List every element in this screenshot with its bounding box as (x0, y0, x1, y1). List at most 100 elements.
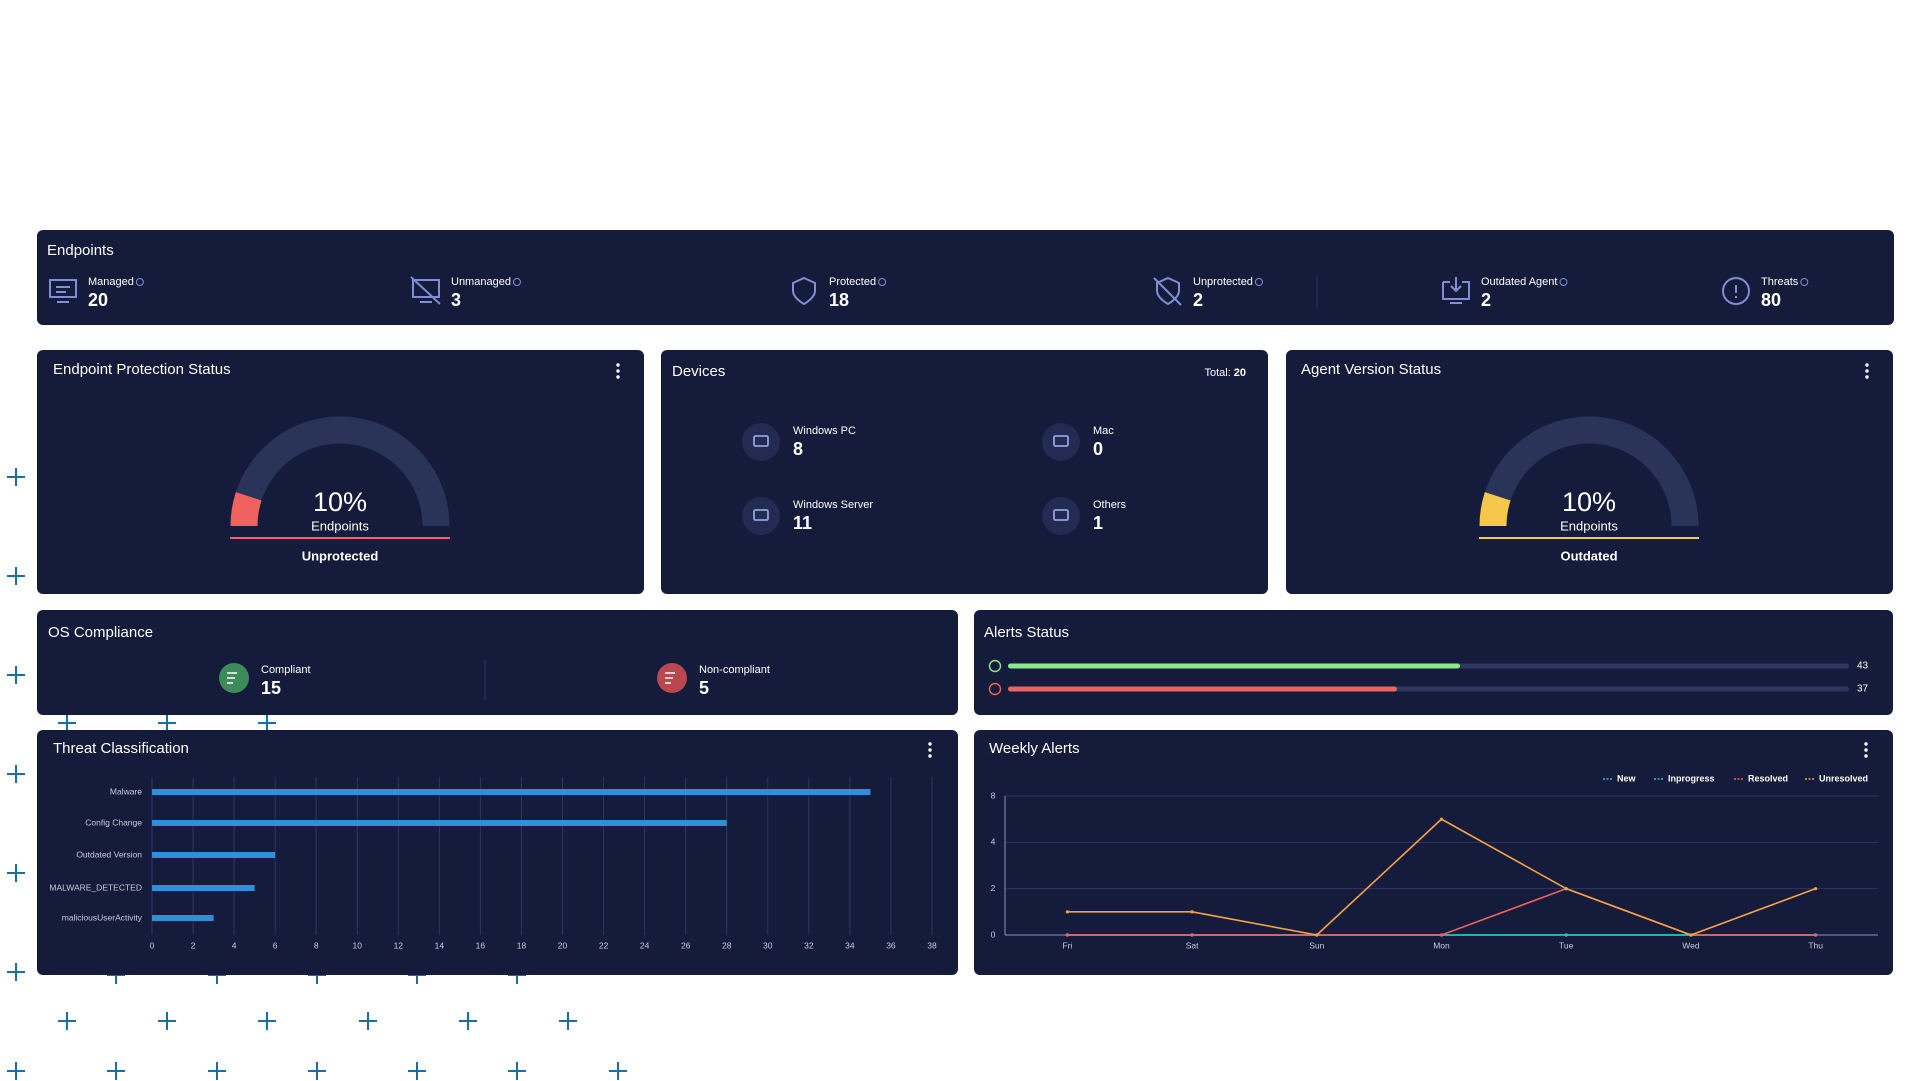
x-tick-label: 38 (927, 940, 937, 950)
decor-plus (158, 714, 176, 732)
device-value: 0 (1093, 439, 1103, 459)
menu-dot[interactable] (928, 754, 932, 758)
stat-icon (792, 276, 816, 306)
decor-plus (7, 468, 25, 486)
device-icon (1053, 435, 1069, 447)
menu-dot[interactable] (1864, 748, 1868, 752)
card (661, 350, 1268, 594)
info-icon (135, 278, 144, 286)
decor-plus (609, 1062, 627, 1080)
x-tick-label: 0 (150, 940, 155, 950)
gauge-caption: Endpoints (311, 518, 369, 533)
x-tick-label: 4 (232, 940, 237, 950)
decor-plus (7, 567, 25, 585)
bar (152, 915, 214, 921)
info-icon (878, 278, 887, 286)
x-tick-label: 34 (845, 940, 855, 950)
decor-plus (308, 1062, 326, 1080)
progress-bar (1008, 686, 1397, 692)
decor-plus (7, 963, 25, 981)
device-icon-bg (1042, 423, 1080, 461)
total-value: 20 (1234, 367, 1246, 379)
device-label: Windows PC (793, 425, 856, 437)
x-tick-label: Mon (1433, 940, 1450, 950)
card (37, 350, 644, 594)
menu-dot[interactable] (928, 742, 932, 746)
menu-dot[interactable] (928, 748, 932, 752)
compliance-glyph (227, 672, 237, 684)
compliance-value: 5 (699, 678, 709, 698)
status-icon (988, 682, 1002, 696)
progress-value: 43 (1857, 661, 1869, 672)
menu-dot[interactable] (1865, 375, 1869, 379)
stat-label: Unmanaged (451, 276, 511, 288)
device-value: 11 (793, 513, 812, 533)
info-icon (512, 278, 521, 286)
decor-plus (508, 1062, 526, 1080)
progress-value: 37 (1857, 684, 1869, 695)
x-tick-label: Sat (1186, 940, 1199, 950)
decor-plus (258, 714, 276, 732)
menu-dot[interactable] (616, 363, 620, 367)
card-title: Endpoints (47, 242, 114, 259)
decor-plus (359, 1012, 377, 1030)
compliance-value: 15 (261, 678, 281, 698)
line-point (1564, 887, 1568, 891)
x-tick-label: 24 (640, 940, 650, 950)
device-icon-bg (1042, 497, 1080, 535)
compliance-glyph (665, 672, 675, 684)
info-icon (1800, 278, 1809, 286)
bar (152, 885, 255, 891)
line-point (1315, 933, 1319, 937)
decor-plus (459, 1012, 477, 1030)
device-value: 1 (1093, 513, 1103, 533)
menu-dot[interactable] (1864, 742, 1868, 746)
y-tick-label: 8 (991, 790, 996, 800)
stat-value: 80 (1761, 290, 1781, 310)
stat-icon (49, 279, 77, 303)
compliance-label: Non-compliant (699, 664, 770, 676)
x-tick-label: 2 (191, 940, 196, 950)
stat-value: 2 (1193, 290, 1203, 310)
menu-dot[interactable] (1864, 754, 1868, 758)
device-icon (753, 509, 769, 521)
stat-label: Threats (1761, 276, 1799, 288)
total-label: Total: (1204, 367, 1230, 379)
decor-plus (7, 1062, 25, 1080)
y-tick-label: Malware (110, 786, 142, 796)
card-title: Threat Classification (53, 740, 189, 757)
card-title: OS Compliance (48, 624, 153, 641)
x-tick-label: 28 (722, 940, 732, 950)
decor-plus (158, 1012, 176, 1030)
x-tick-label: 8 (314, 940, 319, 950)
compliance-label: Compliant (261, 664, 311, 676)
status-icon (988, 659, 1002, 673)
gauge-status: Outdated (1560, 548, 1617, 563)
x-tick-label: 26 (681, 940, 691, 950)
gauge-track (1479, 416, 1699, 527)
card (37, 610, 958, 715)
menu-dot[interactable] (616, 375, 620, 379)
decor-plus (208, 1062, 226, 1080)
menu-dot[interactable] (616, 369, 620, 373)
stat-icon (1442, 277, 1470, 304)
x-tick-label: 32 (804, 940, 814, 950)
device-label: Mac (1093, 425, 1114, 437)
card (1286, 350, 1893, 594)
line-point (1814, 933, 1818, 937)
line-point (1190, 910, 1194, 914)
legend-label: New (1617, 773, 1637, 783)
y-tick-label: MALWARE_DETECTED (49, 882, 142, 892)
decor-plus (258, 1012, 276, 1030)
x-tick-label: 16 (476, 940, 486, 950)
menu-dot[interactable] (1865, 369, 1869, 373)
legend-label: Inprogress (1668, 773, 1715, 783)
device-icon (753, 435, 769, 447)
device-label: Others (1093, 499, 1127, 511)
y-tick-label: 4 (991, 837, 996, 847)
menu-dot[interactable] (1865, 363, 1869, 367)
line-point (1564, 933, 1568, 937)
y-tick-label: 0 (991, 929, 996, 939)
decor-plus (107, 1062, 125, 1080)
